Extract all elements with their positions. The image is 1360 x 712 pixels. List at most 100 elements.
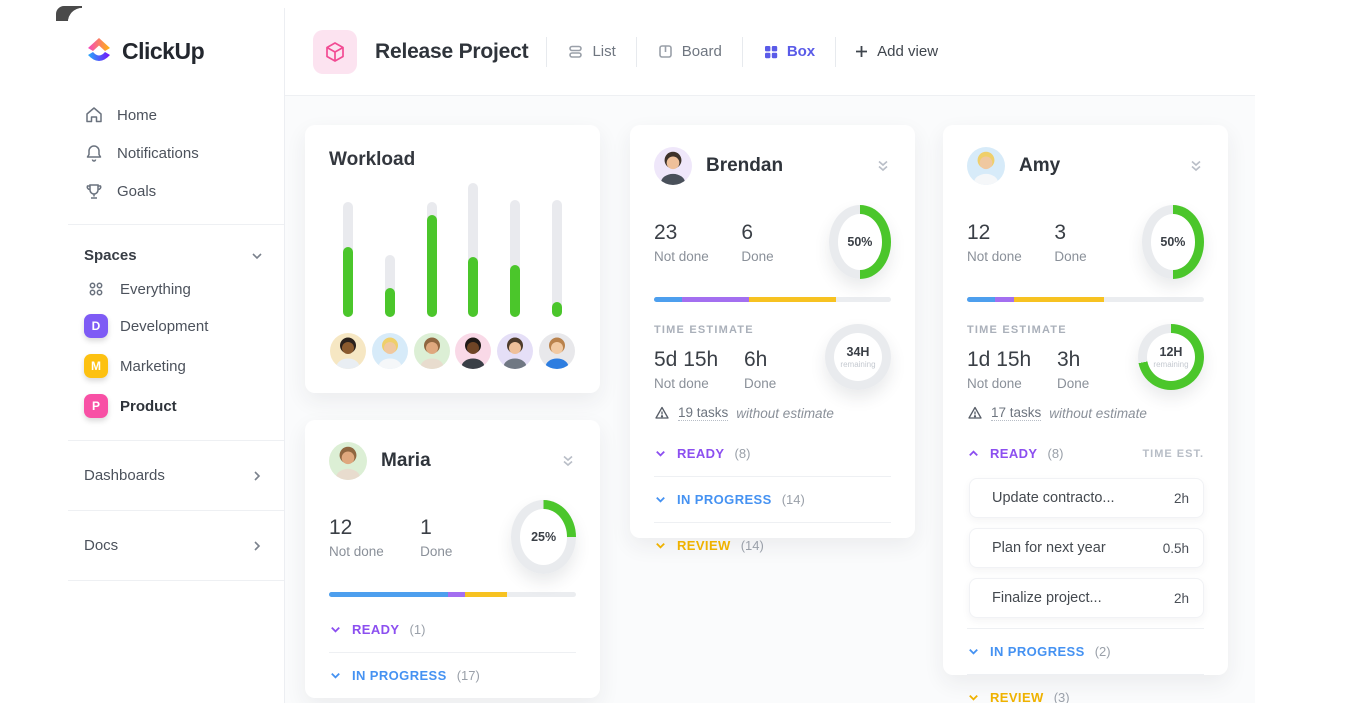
time-not-done-stat: 1d 15h Not done — [967, 348, 1057, 391]
avatar[interactable] — [967, 147, 1005, 185]
tasks-without-estimate-link[interactable]: 19 tasks — [678, 405, 729, 421]
progress-donut: 25% — [511, 500, 576, 574]
chevron-down-icon — [967, 691, 980, 703]
avatar[interactable] — [329, 442, 367, 480]
tasks-without-estimate-link[interactable]: 17 tasks — [991, 405, 1042, 421]
not-done-label: Not done — [654, 248, 709, 264]
spaces-header[interactable]: Spaces — [78, 239, 270, 272]
section-count: (14) — [781, 492, 805, 507]
section-count: (14) — [740, 538, 764, 553]
workload-bar[interactable] — [335, 202, 361, 317]
add-view-button[interactable]: Add view — [854, 43, 938, 60]
time-done-label: Done — [744, 376, 777, 391]
not-done-label: Not done — [329, 543, 384, 559]
avatar[interactable] — [654, 147, 692, 185]
page-title: Release Project — [375, 39, 529, 63]
tab-board-view[interactable]: Board — [655, 39, 724, 64]
task-row[interactable]: Finalize project... 2h — [969, 578, 1204, 618]
tab-list-view[interactable]: List — [565, 39, 617, 64]
section-row[interactable]: READY (8) — [654, 431, 891, 476]
section-label: IN PROGRESS — [677, 492, 772, 507]
time-done-value: 6h — [744, 348, 768, 371]
progress-percent: 50% — [1160, 235, 1186, 249]
collapse-icon[interactable] — [1188, 158, 1204, 174]
sidebar-item-label: Docs — [84, 537, 119, 554]
section-row[interactable]: REVIEW (3) — [967, 674, 1204, 703]
collapse-icon[interactable] — [560, 453, 576, 469]
assigned-fill — [551, 302, 562, 317]
done-label: Done — [1054, 248, 1087, 264]
clickup-logo[interactable]: ClickUp — [78, 34, 270, 68]
grid-dots-icon — [84, 280, 108, 298]
sidebar-item-everything[interactable]: Everything — [78, 272, 270, 306]
avatar[interactable] — [455, 333, 492, 369]
sidebar-item-goals[interactable]: Goals — [78, 172, 270, 210]
assigned-fill — [426, 215, 437, 317]
section-row[interactable]: IN PROGRESS (17) — [329, 653, 576, 698]
chevron-right-icon — [250, 539, 264, 553]
avatar[interactable] — [330, 333, 366, 369]
not-done-value: 23 — [654, 220, 678, 244]
progress-donut: 50% — [828, 205, 891, 279]
time-done-value: 3h — [1057, 348, 1081, 371]
not-done-label: Not done — [967, 248, 1022, 264]
done-stat: 1 Done — [420, 516, 511, 559]
workload-bar[interactable] — [544, 200, 570, 317]
sidebar-item-dashboards[interactable]: Dashboards — [78, 455, 270, 496]
section-count: (17) — [456, 668, 480, 683]
board-icon — [657, 43, 674, 60]
sidebar-item-home[interactable]: Home — [78, 96, 270, 134]
spaces-header-label: Spaces — [84, 247, 137, 264]
section-label: REVIEW — [677, 538, 731, 553]
avatar[interactable] — [413, 333, 450, 369]
capacity-track — [510, 200, 521, 317]
workload-bar[interactable] — [460, 183, 486, 317]
chevron-down-icon — [654, 493, 667, 506]
capacity-track — [426, 202, 437, 317]
sidebar-item-product[interactable]: P Product — [78, 386, 270, 426]
workload-bar[interactable] — [419, 202, 445, 317]
capacity-track — [468, 183, 479, 317]
sidebar-item-marketing[interactable]: M Marketing — [78, 346, 270, 386]
header-divider — [741, 36, 743, 67]
task-row[interactable]: Update contracto... 2h — [969, 478, 1204, 518]
done-value: 1 — [420, 515, 432, 539]
section-count: (8) — [1047, 446, 1064, 461]
box-view-content: Workload — [285, 96, 1255, 703]
collapse-icon[interactable] — [875, 158, 891, 174]
section-count: (8) — [734, 446, 751, 461]
sidebar-divider — [68, 224, 284, 225]
time-estimate-caption: TIME ESTIMATE — [654, 324, 754, 336]
task-title: Update contracto... — [992, 490, 1115, 506]
tab-label: List — [592, 43, 616, 60]
sidebar-item-label: Dashboards — [84, 467, 165, 484]
section-row[interactable]: READY (1) — [329, 607, 576, 653]
person-name: Maria — [381, 450, 431, 471]
capacity-track — [384, 255, 395, 317]
task-title: Finalize project... — [992, 590, 1102, 606]
status-sections: READY (1) IN PROGRESS (17) — [329, 607, 576, 698]
workload-bar[interactable] — [502, 200, 528, 317]
tab-box-view[interactable]: Box — [761, 39, 817, 64]
sidebar-item-development[interactable]: D Development — [78, 306, 270, 346]
avatar[interactable] — [538, 333, 575, 369]
workload-avatars — [329, 333, 576, 369]
status-breakdown-bar — [329, 592, 576, 597]
section-row[interactable]: IN PROGRESS (2) — [967, 628, 1204, 674]
chevron-down-icon — [654, 447, 667, 460]
sidebar-item-notifications[interactable]: Notifications — [78, 134, 270, 172]
chevron-down-icon — [654, 539, 667, 552]
avatar[interactable] — [371, 333, 408, 369]
section-row-ready-expanded[interactable]: READY (8) TIME EST. — [967, 431, 1204, 476]
workload-bar[interactable] — [377, 255, 403, 317]
section-row[interactable]: REVIEW (14) — [654, 522, 891, 568]
task-time-estimate: 2h — [1173, 590, 1189, 606]
person-card-maria: Maria 12 Not done 1 Done 25% — [305, 420, 600, 698]
time-done-label: Done — [1057, 376, 1090, 391]
space-label: Development — [120, 317, 209, 335]
section-row[interactable]: IN PROGRESS (14) — [654, 476, 891, 522]
task-row[interactable]: Plan for next year 0.5h — [969, 528, 1204, 568]
avatar[interactable] — [497, 333, 534, 369]
sidebar-item-docs[interactable]: Docs — [78, 525, 270, 566]
chevron-down-icon — [250, 249, 264, 263]
